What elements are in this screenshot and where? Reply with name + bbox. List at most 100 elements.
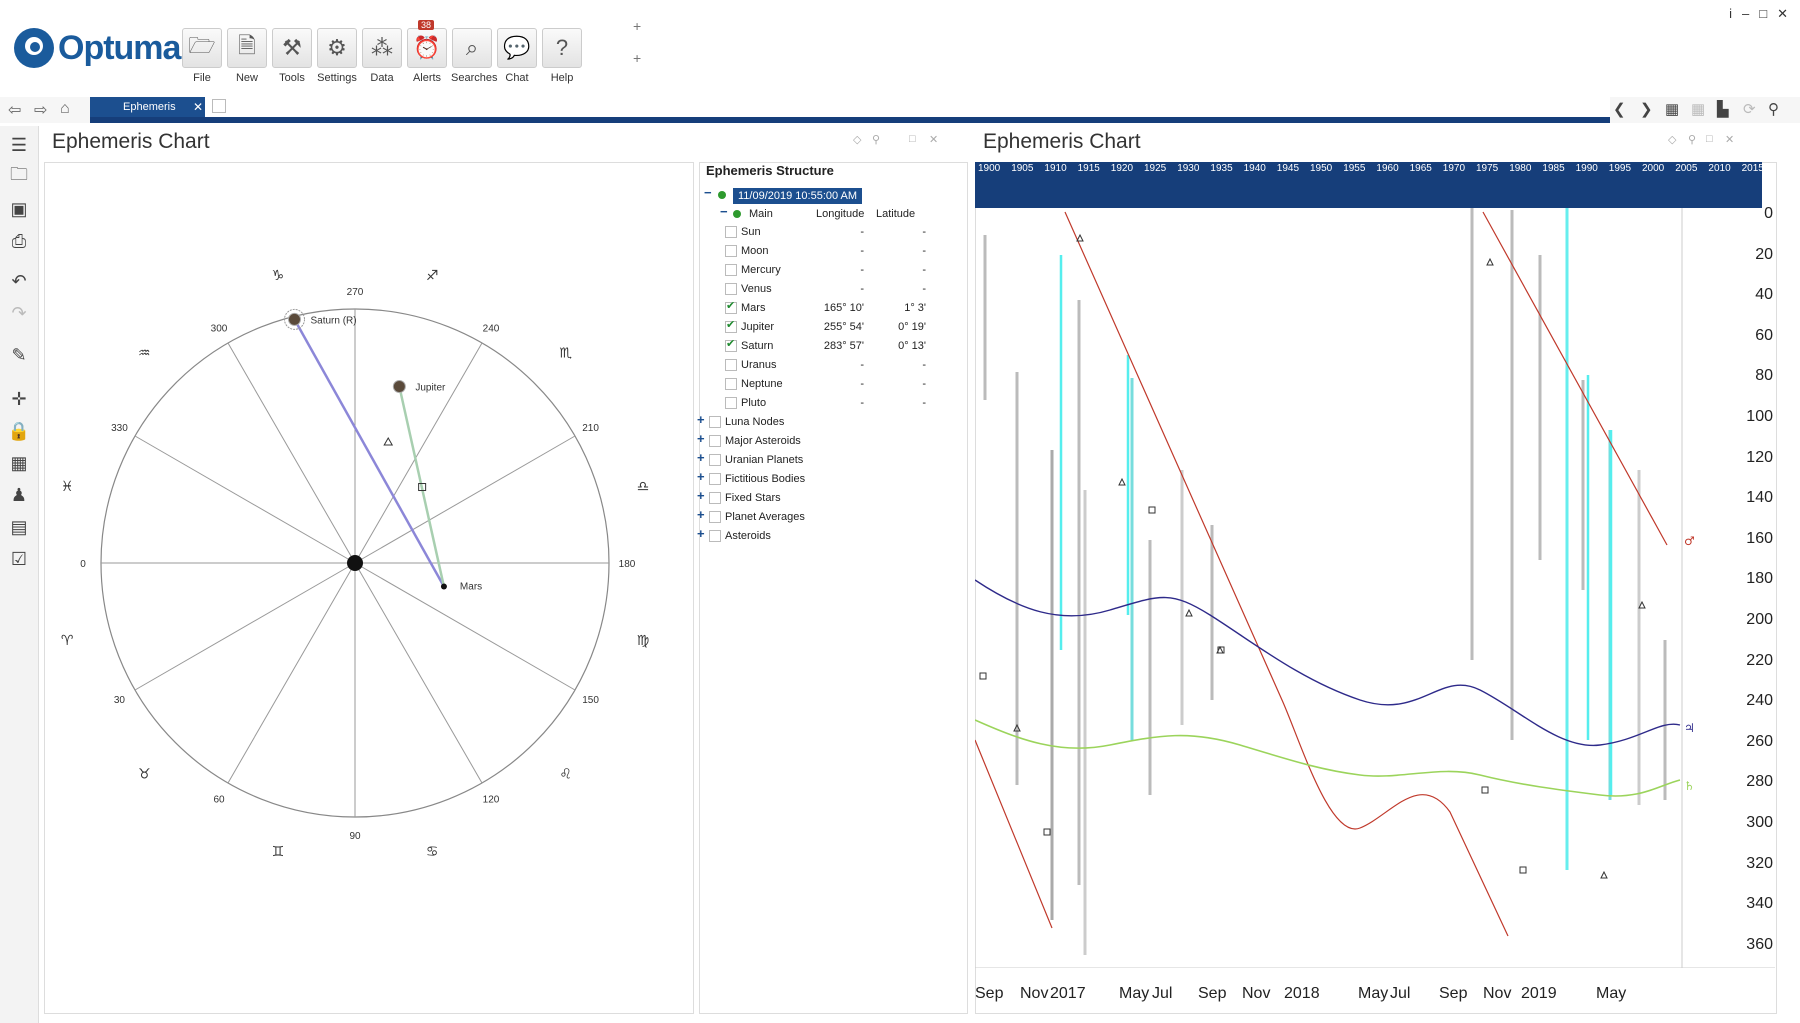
toolbar-button-new[interactable]: 🗎 New: [226, 28, 268, 84]
panel-close-icon[interactable]: ✕: [1725, 134, 1735, 146]
panel-restore-icon[interactable]: □: [909, 133, 916, 145]
tab-ephemeris[interactable]: Ephemeris: [90, 97, 205, 117]
group-checkbox[interactable]: [709, 473, 721, 485]
notes-icon[interactable]: ▤: [10, 516, 28, 537]
body-checkbox[interactable]: [725, 359, 737, 371]
alarm-icon: ⏰: [407, 28, 447, 68]
panel-pin-icon[interactable]: ⚲: [1688, 134, 1697, 146]
maximize-icon[interactable]: □: [1759, 6, 1768, 21]
year-overview-band[interactable]: [975, 162, 1762, 208]
toolbar-button-tools[interactable]: ⚒ Tools: [271, 28, 313, 84]
body-checkbox[interactable]: [725, 245, 737, 257]
grid-icon[interactable]: ▦: [1691, 101, 1706, 118]
refresh-icon[interactable]: ⟳: [1743, 101, 1756, 118]
list-icon[interactable]: ☰: [10, 134, 28, 155]
body-checkbox[interactable]: [725, 283, 737, 295]
group-label: Major Asteroids: [725, 435, 801, 447]
longitude-header: Longitude: [816, 208, 865, 220]
print-icon[interactable]: ⎙: [11, 230, 27, 251]
toolbar-button-help[interactable]: ? Help: [541, 28, 583, 84]
layout-icon[interactable]: ▦: [1665, 101, 1680, 118]
ephemeris-line-chart[interactable]: ♃ ♄ ♂ ♂ ♃ ♄: [975, 208, 1775, 968]
expand-icon[interactable]: +: [697, 469, 705, 484]
group-checkbox[interactable]: [709, 435, 721, 447]
wrench-icon[interactable]: ✎: [11, 344, 27, 365]
open-icon[interactable]: 🗀: [10, 164, 28, 184]
group-checkbox[interactable]: [709, 530, 721, 542]
new-tab-icon[interactable]: [212, 99, 226, 113]
ribbon-plus-icon[interactable]: +: [633, 50, 642, 66]
grid-icon[interactable]: ▦: [10, 452, 28, 473]
toolbar-button-searches[interactable]: ⌕ Searches: [451, 28, 497, 84]
year-band-label: 1970: [1442, 163, 1466, 174]
expand-icon[interactable]: +: [697, 450, 705, 465]
mars-glyph-icon: ♂: [975, 740, 976, 754]
tab-close-icon[interactable]: ✕: [193, 100, 204, 114]
panel-float-icon[interactable]: ◇: [1668, 134, 1677, 146]
saturn-glyph-icon: ♄: [1684, 779, 1695, 793]
body-checkbox[interactable]: [725, 318, 737, 333]
toolbar-button-alerts[interactable]: ⏰ 38 Alerts: [406, 20, 448, 84]
group-checkbox[interactable]: [709, 511, 721, 523]
checklist-icon[interactable]: ☑: [10, 548, 28, 569]
body-longitude: -: [860, 397, 864, 409]
toolbar-button-file[interactable]: 🗁 File: [181, 28, 223, 84]
close-icon[interactable]: ✕: [1777, 6, 1788, 21]
back-arrow-icon[interactable]: ⇦: [8, 102, 22, 119]
group-checkbox[interactable]: [709, 492, 721, 504]
zodiac-sign-icon: ♒: [138, 345, 151, 361]
toolbar-button-settings[interactable]: ⚙ Settings: [316, 28, 358, 84]
x-tick-label: May: [1596, 985, 1627, 1002]
collapse-main-icon[interactable]: −: [720, 204, 728, 219]
search-icon[interactable]: ⚲: [1768, 101, 1779, 118]
body-checkbox[interactable]: [725, 397, 737, 409]
panel-float-icon[interactable]: ◇: [853, 134, 862, 146]
x-tick-label: Nov: [1242, 985, 1271, 1002]
expand-icon[interactable]: +: [697, 412, 705, 427]
mars-series-line: [975, 211, 1668, 937]
lock-icon[interactable]: 🔒: [7, 420, 31, 441]
minimize-icon[interactable]: –: [1742, 6, 1750, 21]
y-tick-label: 80: [1755, 367, 1773, 385]
panel-pin-icon[interactable]: ⚲: [872, 134, 881, 146]
expand-icon[interactable]: +: [697, 526, 705, 541]
body-checkbox[interactable]: [725, 337, 737, 352]
chevron-right-icon[interactable]: ❯: [1640, 101, 1653, 118]
expand-icon[interactable]: +: [697, 507, 705, 522]
info-icon[interactable]: i: [1729, 6, 1732, 21]
group-label: Fictitious Bodies: [725, 473, 806, 485]
group-checkbox[interactable]: [709, 416, 721, 428]
panel-close-icon[interactable]: ✕: [929, 134, 939, 146]
toolbar-button-chat[interactable]: 💬 Chat: [496, 28, 538, 84]
body-latitude: 0° 13': [898, 340, 926, 352]
structure-title: Ephemeris Structure: [706, 163, 834, 178]
panel-restore-icon[interactable]: □: [1706, 133, 1713, 145]
structure-date[interactable]: 11/09/2019 10:55:00 AM: [733, 188, 863, 204]
forward-arrow-icon[interactable]: ⇨: [34, 102, 48, 119]
save-icon[interactable]: ▣: [10, 198, 28, 219]
x-tick-label: 2018: [1284, 985, 1320, 1002]
body-latitude: -: [922, 226, 926, 238]
y-tick-label: 160: [1746, 529, 1773, 547]
zodiac-sign-icon: ♋: [426, 844, 439, 860]
ribbon-plus-icon[interactable]: +: [633, 18, 642, 34]
year-band-label: 1915: [1077, 163, 1100, 174]
body-checkbox[interactable]: [725, 226, 737, 238]
crosshair-icon[interactable]: ✛: [11, 388, 27, 409]
group-checkbox[interactable]: [709, 454, 721, 466]
body-checkbox[interactable]: [725, 378, 737, 390]
body-checkbox[interactable]: [725, 299, 737, 314]
chevron-left-icon[interactable]: ❮: [1613, 101, 1626, 118]
collapse-date-icon[interactable]: −: [704, 185, 712, 200]
body-checkbox[interactable]: [725, 264, 737, 276]
toolbar-button-data[interactable]: ⁂ Data: [361, 28, 403, 84]
presenter-icon[interactable]: ♟: [10, 484, 28, 505]
undo-icon[interactable]: ↶: [11, 270, 27, 291]
x-tick-label: Nov: [1020, 985, 1049, 1002]
expand-icon[interactable]: +: [697, 488, 705, 503]
home-icon[interactable]: ⌂: [60, 100, 70, 117]
degree-label: 120: [483, 795, 500, 806]
redo-icon[interactable]: ↷: [11, 302, 27, 323]
expand-icon[interactable]: +: [697, 431, 705, 446]
workspace-icon[interactable]: ▙: [1717, 101, 1729, 118]
